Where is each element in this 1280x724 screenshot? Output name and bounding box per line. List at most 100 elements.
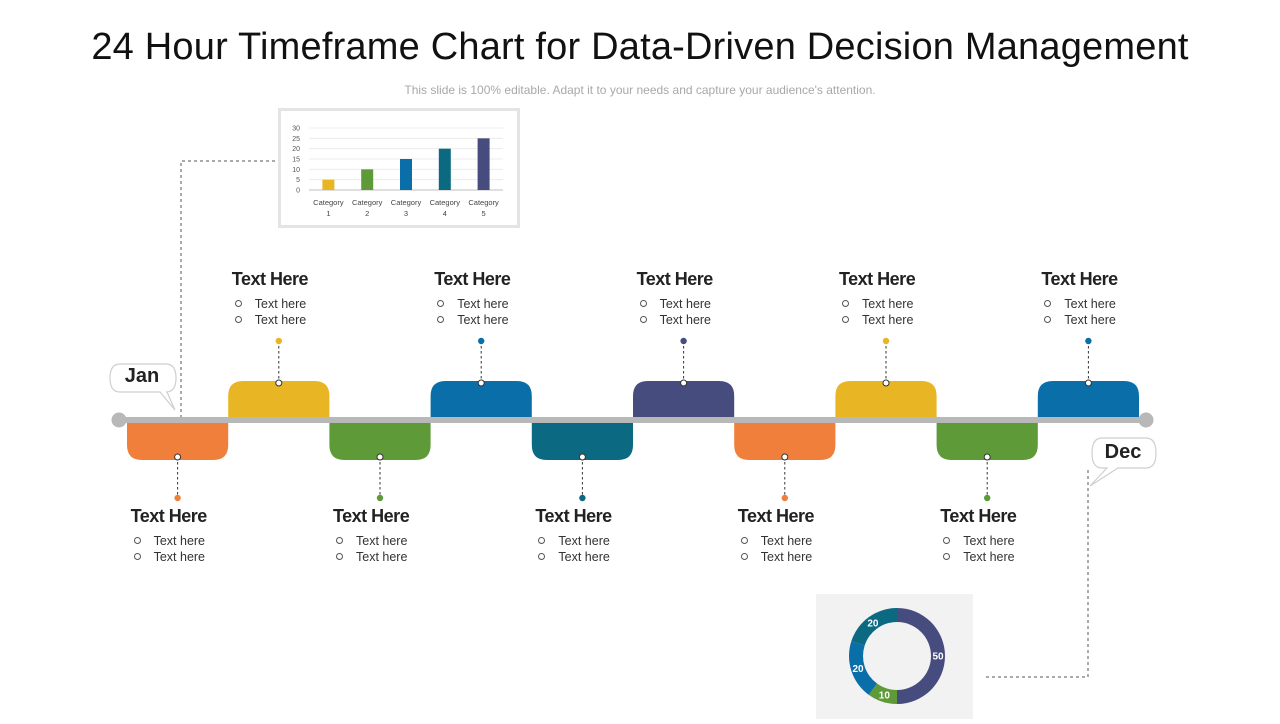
text-group-item-text: Text here xyxy=(963,534,1015,548)
text-group-item-text: Text here xyxy=(153,534,206,548)
bar-chart-frame: 0 5 10 15 20 25 30 Category 1 Category 2 Category 3 C… xyxy=(278,108,520,228)
text-group-heading: Text Here xyxy=(130,506,208,526)
start-callout-label: Jan xyxy=(124,365,160,387)
hollow-bullet-icon xyxy=(234,300,242,307)
segment-anchor xyxy=(376,453,384,461)
timeline-segment-above xyxy=(1037,381,1139,420)
text-group-item-text: Text here xyxy=(760,550,813,564)
hollow-bullet-icon xyxy=(336,537,343,544)
text-group-item-text: Text here xyxy=(457,297,509,311)
timeline-segment-below xyxy=(734,420,836,460)
bar xyxy=(322,179,335,190)
text-group-item: Text here xyxy=(1044,296,1164,312)
slide-subtitle: This slide is 100% editable. Adapt it to… xyxy=(404,83,876,97)
hollow-bullet-icon xyxy=(740,553,748,560)
hollow-bullet-icon xyxy=(538,537,546,544)
text-group-item: Text here xyxy=(437,312,557,328)
text-group-item-text: Text here xyxy=(1064,297,1116,311)
text-group-item-text: Text here xyxy=(153,550,206,564)
hollow-bullet-icon xyxy=(943,553,951,560)
text-group-item: Text here xyxy=(133,549,254,565)
donut-slice-label: 10 xyxy=(879,690,891,701)
text-group-item: Text here xyxy=(740,549,861,565)
bar xyxy=(438,148,451,190)
text-group-item: Text here xyxy=(538,549,658,565)
hollow-bullet-icon xyxy=(639,316,647,323)
text-group-item: Text here xyxy=(336,533,456,549)
text-group-list: Text here Text here xyxy=(437,296,557,328)
hollow-bullet-icon xyxy=(740,537,748,544)
segment-marker xyxy=(1085,337,1092,345)
timeline-start-cap xyxy=(111,412,127,428)
text-group-item: Text here xyxy=(234,312,355,328)
text-group: Text Here Text here Text here xyxy=(434,269,557,328)
segment-anchor xyxy=(882,379,890,387)
text-group-list: Text here Text here xyxy=(538,533,658,565)
text-group-item-text: Text here xyxy=(356,534,408,548)
text-group-list: Text here Text here xyxy=(1044,296,1164,328)
donut-chart-connector xyxy=(986,470,1089,678)
bar xyxy=(477,138,490,190)
segment-anchor xyxy=(275,379,283,387)
text-group-item: Text here xyxy=(639,312,760,328)
text-group-list: Text here Text here xyxy=(943,533,1063,565)
hollow-bullet-icon xyxy=(437,316,445,323)
donut-chart: 50 10 20 20 xyxy=(849,608,945,704)
text-group-list: Text here Text here xyxy=(133,533,254,565)
text-group: Text Here Text here Text here xyxy=(940,506,1063,565)
bar xyxy=(361,169,374,190)
end-callout-label: Dec xyxy=(1104,441,1142,463)
text-group-item: Text here xyxy=(943,533,1063,549)
segment-marker xyxy=(376,494,384,502)
segment-marker xyxy=(478,337,485,345)
x-tick-label: Category 3 xyxy=(391,198,422,218)
donut-slice-label: 20 xyxy=(867,618,879,629)
text-group: Text Here Text here Text here xyxy=(333,506,456,565)
hollow-bullet-icon xyxy=(943,537,951,544)
segment-anchor xyxy=(578,453,586,461)
text-group-item-text: Text here xyxy=(862,297,914,311)
y-tick-label: 0 xyxy=(296,188,300,195)
donut-chart-frame: 50 10 20 20 xyxy=(816,594,973,719)
x-tick-label: Category 1 xyxy=(313,198,344,218)
segment-anchor xyxy=(680,379,688,387)
donut-slice xyxy=(849,641,878,695)
segment-anchor xyxy=(174,453,182,461)
x-tick-label: Category 2 xyxy=(352,198,383,218)
y-tick-label: 20 xyxy=(292,146,300,153)
text-group-item: Text here xyxy=(336,549,456,565)
y-tick-label: 25 xyxy=(292,136,300,143)
text-group-heading: Text Here xyxy=(535,506,612,526)
text-group-item-text: Text here xyxy=(659,297,712,311)
text-group-list: Text here Text here xyxy=(336,533,456,565)
x-tick-label: Category 5 xyxy=(468,198,499,218)
timeline-segment-above xyxy=(633,381,735,420)
timeline-segment-above xyxy=(228,381,330,420)
segment-anchor xyxy=(477,379,485,387)
hollow-bullet-icon xyxy=(842,300,849,307)
text-group-item-text: Text here xyxy=(1064,313,1116,327)
timeline-end-cap xyxy=(1138,412,1154,428)
text-group: Text Here Text here Text here xyxy=(637,269,760,328)
text-group-item-text: Text here xyxy=(558,550,610,564)
text-group-list: Text here Text here xyxy=(234,296,355,328)
segment-marker xyxy=(174,494,181,502)
text-group-item: Text here xyxy=(234,296,355,312)
text-group-item: Text here xyxy=(437,296,557,312)
x-tick-label: Category 4 xyxy=(430,198,461,218)
y-tick-label: 15 xyxy=(292,157,300,164)
hollow-bullet-icon xyxy=(538,553,546,560)
timeline-segment-above xyxy=(835,381,937,420)
y-tick-label: 10 xyxy=(292,167,300,174)
y-tick-label: 30 xyxy=(292,126,300,133)
segment-marker xyxy=(984,494,991,502)
donut-slice-label: 50 xyxy=(932,652,944,663)
text-group-item: Text here xyxy=(133,533,254,549)
hollow-bullet-icon xyxy=(234,316,242,323)
segment-anchor xyxy=(983,453,991,461)
text-group: Text Here Text here Text here xyxy=(130,506,254,565)
hollow-bullet-icon xyxy=(639,300,647,307)
text-group: Text Here Text here Text here xyxy=(839,269,962,328)
text-group-heading: Text Here xyxy=(333,506,410,526)
